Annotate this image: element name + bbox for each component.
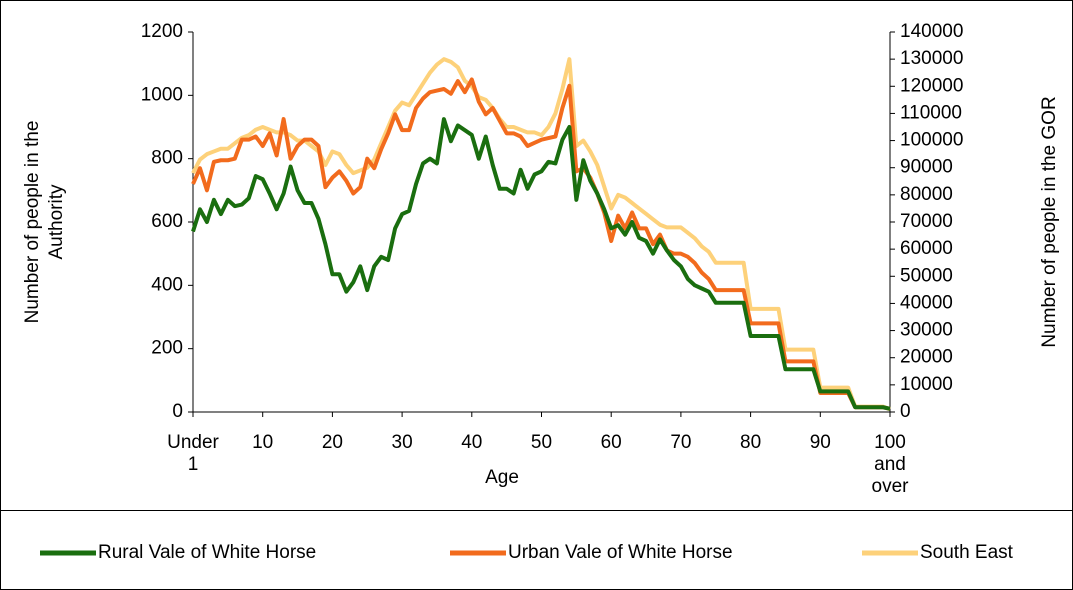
x-tick-label: 100 and over bbox=[871, 432, 909, 497]
y2-tick-label: 140000 bbox=[900, 21, 963, 42]
y-tick-label: 1000 bbox=[141, 84, 183, 105]
y2-tick-label: 70000 bbox=[900, 211, 953, 232]
y2-tick-label: 10000 bbox=[900, 374, 953, 395]
series-line bbox=[191, 117, 891, 411]
x-tick-label: 50 bbox=[530, 432, 553, 453]
series-line bbox=[191, 57, 891, 412]
y-tick-label: 0 bbox=[172, 401, 183, 422]
x-tick-label: 70 bbox=[670, 432, 692, 453]
y-tick-label: 400 bbox=[151, 274, 183, 295]
y2-tick-label: 120000 bbox=[900, 75, 963, 96]
x-axis-title: Age bbox=[485, 467, 519, 488]
y2-axis-title: Number of people in the GOR bbox=[1039, 96, 1060, 347]
y-tick-label: 1200 bbox=[141, 21, 183, 42]
y2-tick-label: 30000 bbox=[900, 320, 953, 341]
x-tick-label: 90 bbox=[809, 432, 831, 453]
y2-tick-label: 60000 bbox=[900, 238, 953, 259]
x-tick-label: 30 bbox=[391, 432, 413, 453]
series-line bbox=[191, 77, 891, 411]
x-tick-label: 10 bbox=[252, 432, 274, 453]
y2-tick-label: 0 bbox=[900, 401, 911, 422]
y2-tick-label: 20000 bbox=[900, 347, 953, 368]
x-tick-label: 60 bbox=[600, 432, 622, 453]
x-tick-label: 40 bbox=[461, 432, 483, 453]
y-axis-title: Number of people in the Authority bbox=[22, 120, 67, 324]
y2-tick-label: 80000 bbox=[900, 184, 953, 205]
x-tick-label: 80 bbox=[740, 432, 762, 453]
y-tick-label: 800 bbox=[151, 148, 183, 169]
y2-tick-label: 130000 bbox=[900, 48, 963, 69]
x-tick-label: 20 bbox=[321, 432, 343, 453]
y2-tick-label: 100000 bbox=[900, 130, 963, 151]
legend-label: South East bbox=[920, 542, 1014, 563]
x-tick-label: Under 1 bbox=[167, 432, 219, 475]
legend-label: Rural Vale of White Horse bbox=[98, 542, 316, 563]
legend-label: Urban Vale of White Horse bbox=[508, 542, 733, 563]
y-tick-label: 200 bbox=[151, 338, 183, 359]
y2-tick-label: 90000 bbox=[900, 157, 953, 178]
y2-tick-label: 40000 bbox=[900, 292, 953, 313]
y2-tick-label: 50000 bbox=[900, 265, 953, 286]
y2-tick-label: 110000 bbox=[900, 102, 962, 123]
y-tick-label: 600 bbox=[151, 211, 183, 232]
